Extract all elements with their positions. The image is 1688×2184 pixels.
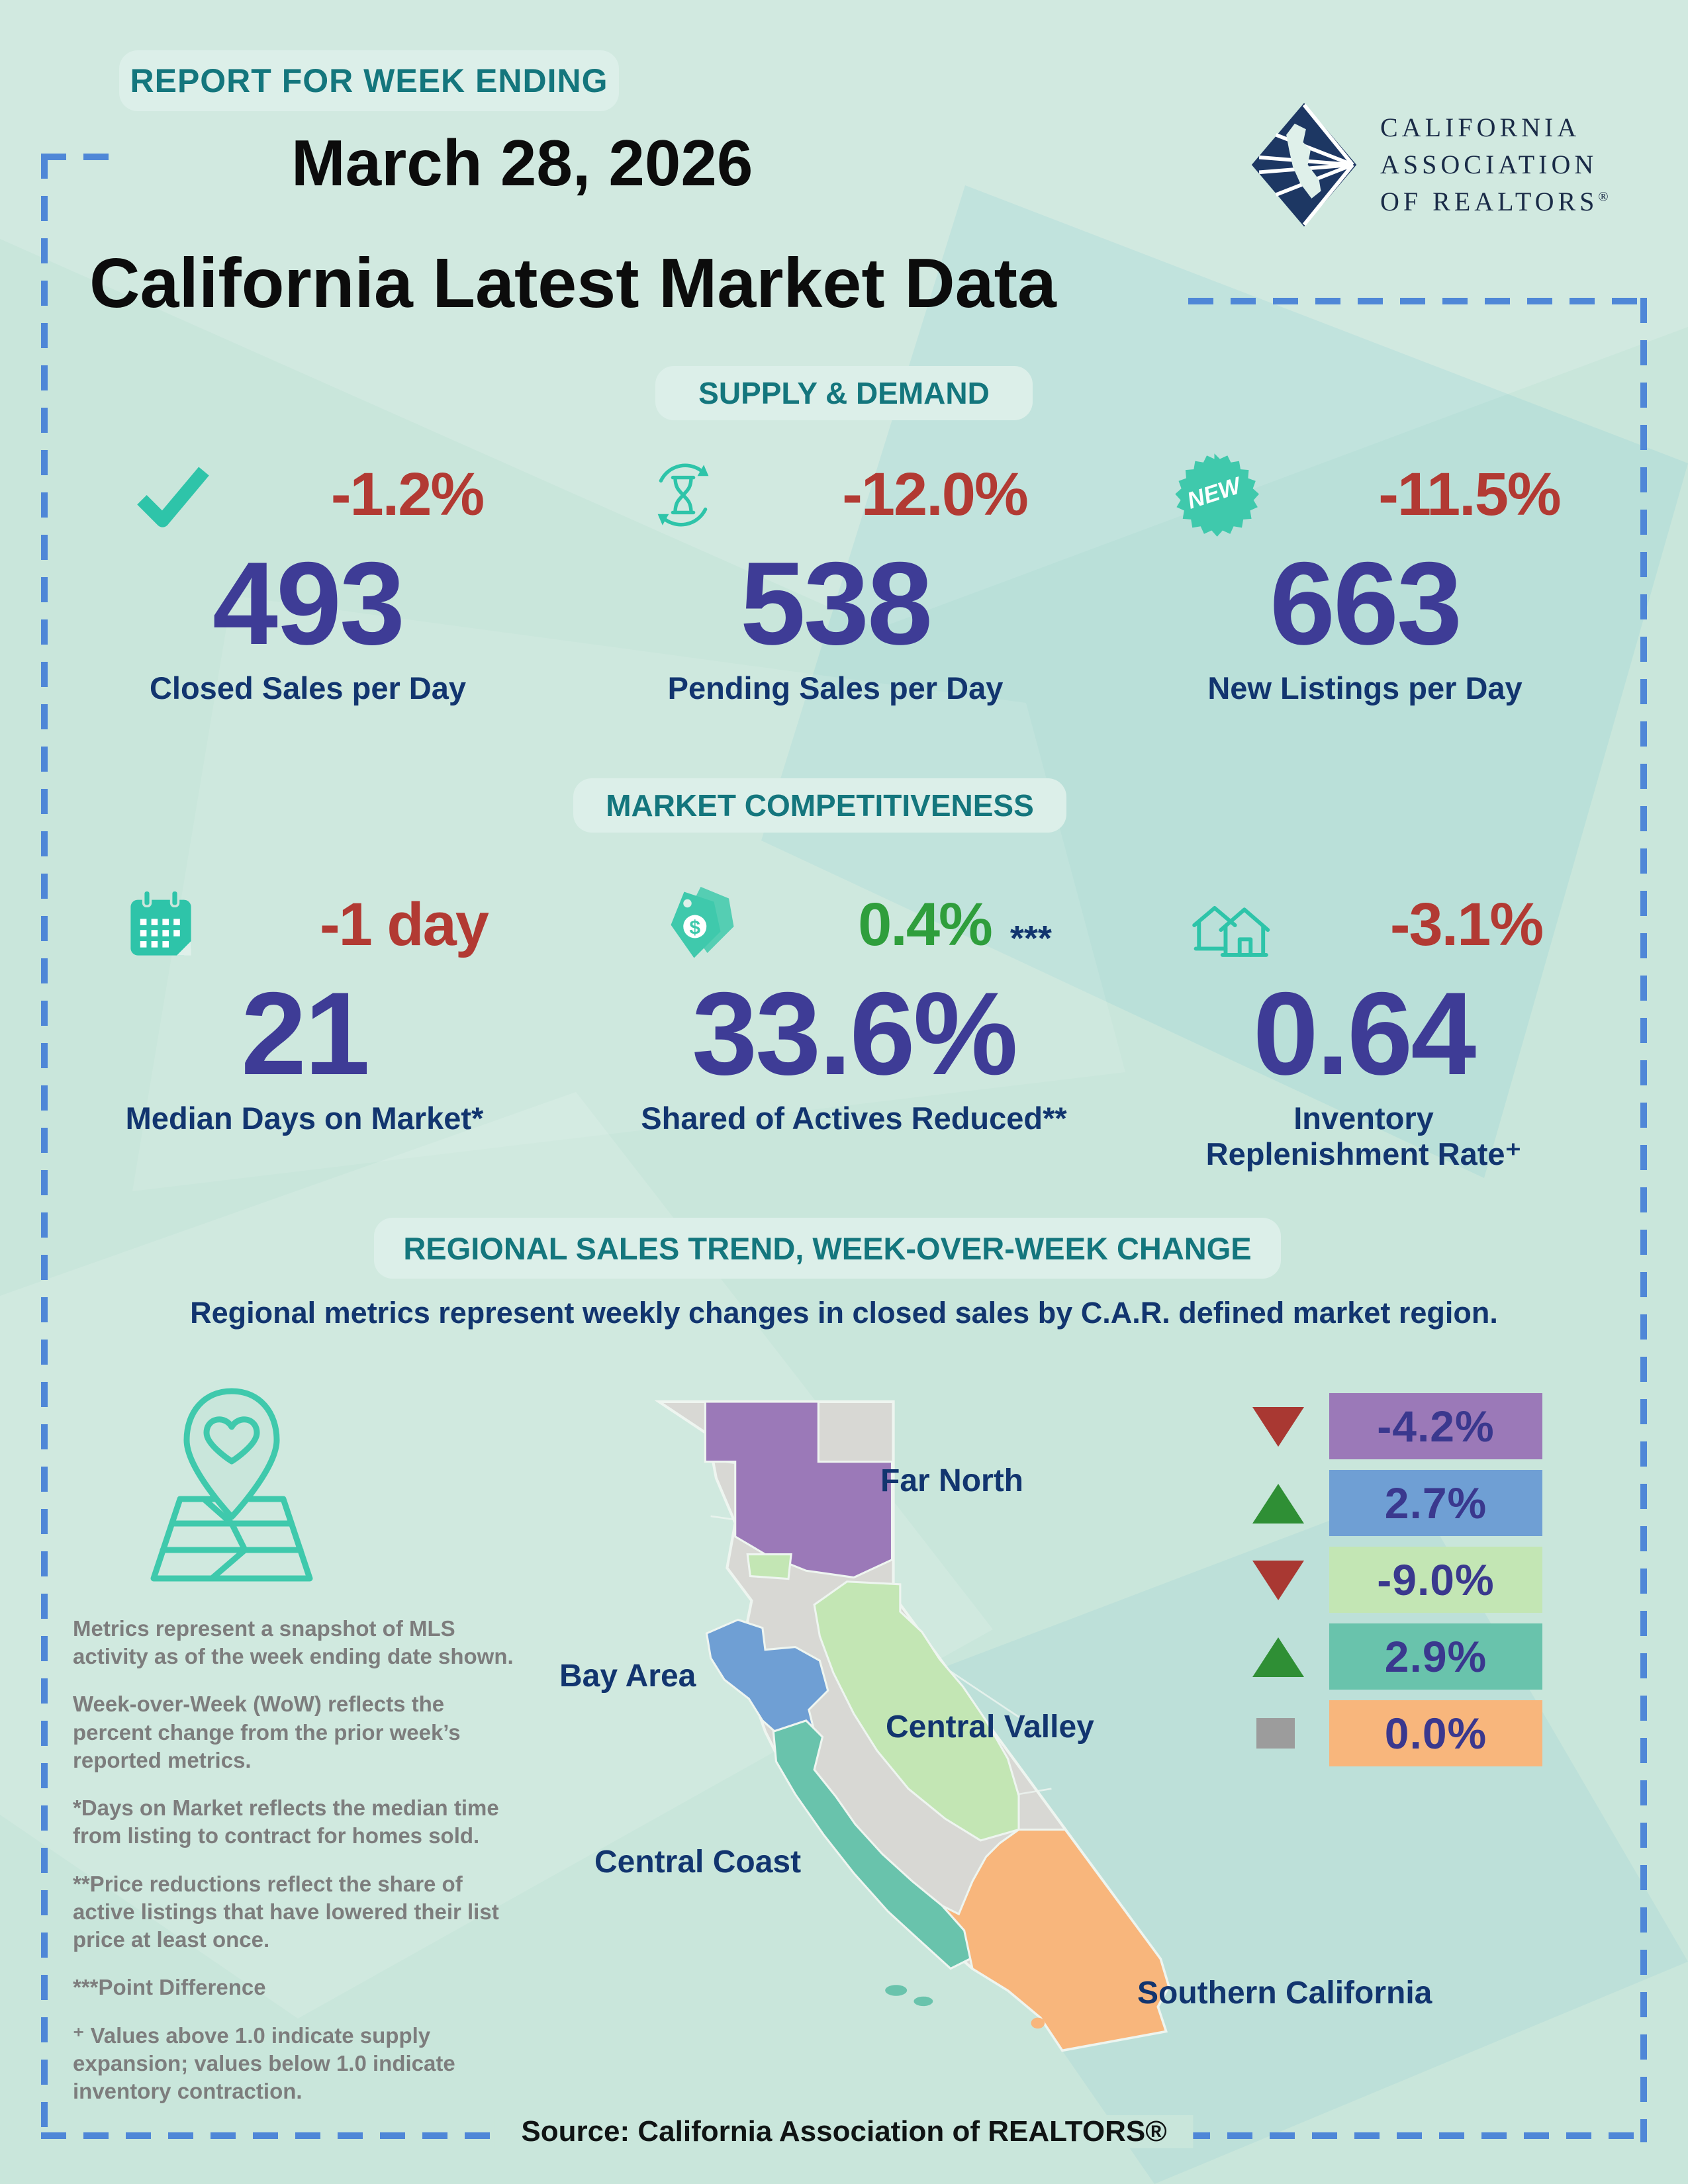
note-wow: Week-over-Week (WoW) reflects the percen…	[73, 1692, 461, 1772]
map-label-far-north: Far North	[880, 1463, 1023, 1498]
closed-sales-label: Closed Sales per Day	[149, 670, 467, 705]
car-logo: CALIFORNIA ASSOCIATION OF REALTORS®	[1248, 99, 1609, 230]
metric-actives-reduced: $ 0.4% *** 33.6% Shared of Actives Reduc…	[589, 880, 1119, 1136]
report-date: March 28, 2026	[291, 126, 753, 199]
registered-mark: ®	[1598, 189, 1609, 205]
metric-new-listings: NEW -11.5% 663 New Listings per Day	[1133, 450, 1597, 706]
new-listings-change: -11.5%	[1378, 461, 1561, 528]
footnotes: Metrics represent a snapshot of MLS acti…	[73, 1615, 520, 2125]
map-region-bay-area	[705, 1618, 829, 1744]
map-pin-heart-icon	[132, 1377, 331, 1598]
days-on-market-label: Median Days on Market*	[125, 1100, 484, 1136]
closed-sales-value: 493	[212, 537, 405, 669]
california-region-map	[629, 1380, 1201, 2095]
legend-central-coast: 2.9%	[1329, 1623, 1542, 1690]
metric-days-on-market: -1 day 21 Median Days on Market*	[60, 880, 549, 1136]
price-tag-icon: $	[656, 884, 739, 966]
logo-line-2: ASSOCIATION	[1380, 150, 1598, 179]
map-label-central-valley: Central Valley	[886, 1709, 1094, 1745]
supply-demand-label: SUPPLY & DEMAND	[698, 376, 990, 410]
source-line: Source: California Association of REALTO…	[494, 2115, 1194, 2148]
hourglass-cycle-icon	[643, 455, 723, 535]
calendar-icon	[121, 886, 201, 965]
california-silhouette	[1286, 123, 1321, 199]
market-competitiveness-pill: MARKET COMPETITIVENESS	[573, 778, 1066, 833]
houses-icon	[1185, 886, 1271, 965]
map-island	[1031, 2017, 1045, 2029]
legend-central-valley: -9.0%	[1329, 1547, 1542, 1613]
legend-southern-california: 0.0%	[1329, 1700, 1542, 1766]
inventory-replenishment-value: 0.64	[1252, 968, 1476, 1099]
closed-sales-change: -1.2%	[330, 461, 485, 528]
new-badge-icon: NEW	[1170, 450, 1260, 539]
down-triangle-icon	[1252, 1407, 1304, 1447]
regional-sales-trend-label: REGIONAL SALES TREND, WEEK-OVER-WEEK CHA…	[403, 1230, 1252, 1266]
note-replenishment: ⁺ Values above 1.0 indicate supply expan…	[73, 2023, 455, 2104]
pending-sales-change: -12.0%	[842, 461, 1028, 528]
metric-pending-sales: -12.0% 538 Pending Sales per Day	[604, 450, 1067, 706]
metric-inventory-replenishment: -3.1% 0.64 Inventory Replenishment Rate⁺	[1158, 880, 1569, 1172]
up-triangle-icon	[1252, 1637, 1304, 1677]
map-region-far-north	[704, 1400, 894, 1579]
map-region-valley-north-patch	[746, 1553, 792, 1580]
note-point-difference: ***Point Difference	[73, 1975, 266, 2000]
map-label-central-coast: Central Coast	[594, 1844, 802, 1880]
days-on-market-value: 21	[241, 968, 370, 1099]
note-price-reductions: **Price reductions reflect the share of …	[73, 1871, 499, 1952]
map-label-southern-california: Southern California	[1137, 1976, 1432, 2011]
actives-reduced-change: 0.4%	[858, 891, 993, 958]
down-triangle-icon	[1252, 1561, 1304, 1600]
page-title: California Latest Market Data	[89, 244, 1056, 322]
note-days-on-market: *Days on Market reflects the median time…	[73, 1796, 499, 1848]
metric-closed-sales: -1.2% 493 Closed Sales per Day	[76, 450, 539, 706]
car-logo-diamond-icon	[1251, 103, 1357, 227]
days-on-market-change: -1 day	[320, 891, 489, 958]
new-listings-label: New Listings per Day	[1207, 670, 1523, 705]
pending-sales-label: Pending Sales per Day	[667, 670, 1004, 705]
new-listings-value: 663	[1270, 537, 1462, 669]
logo-line-3: OF REALTORS®	[1380, 187, 1609, 216]
note-snapshot: Metrics represent a snapshot of MLS acti…	[73, 1616, 514, 1669]
dashed-border-left	[41, 154, 48, 2136]
check-icon	[132, 455, 212, 535]
map-island	[914, 1996, 933, 2007]
dashed-border-top-left	[41, 154, 114, 160]
svg-text:$: $	[690, 917, 701, 938]
flat-square-icon	[1256, 1718, 1295, 1749]
actives-reduced-change-note: ***	[1009, 918, 1052, 958]
market-competitiveness-label: MARKET COMPETITIVENESS	[606, 788, 1034, 823]
report-week-ending-label: REPORT FOR WEEK ENDING	[130, 62, 608, 99]
map-region-southern-california	[941, 1828, 1170, 2052]
inventory-replenishment-change: -3.1%	[1389, 891, 1544, 958]
actives-reduced-value: 33.6%	[692, 968, 1018, 1099]
dashed-border-right	[1640, 298, 1647, 2142]
report-week-ending-pill: REPORT FOR WEEK ENDING	[119, 50, 619, 111]
pending-sales-value: 538	[740, 537, 933, 669]
car-logo-text: CALIFORNIA ASSOCIATION OF REALTORS®	[1380, 109, 1609, 220]
inventory-replenishment-label: Inventory Replenishment Rate⁺	[1205, 1100, 1522, 1171]
logo-line-1: CALIFORNIA	[1380, 113, 1581, 142]
legend-bay-area: 2.7%	[1329, 1470, 1542, 1536]
dashed-border-top-right	[1188, 298, 1647, 304]
actives-reduced-label: Shared of Actives Reduced**	[641, 1100, 1067, 1136]
map-island	[885, 1985, 908, 1996]
regional-sales-trend-pill: REGIONAL SALES TREND, WEEK-OVER-WEEK CHA…	[374, 1218, 1281, 1279]
map-label-bay-area: Bay Area	[559, 1659, 696, 1694]
supply-demand-pill: SUPPLY & DEMAND	[655, 366, 1033, 420]
up-triangle-icon	[1252, 1484, 1304, 1524]
regional-subtitle: Regional metrics represent weekly change…	[190, 1296, 1498, 1330]
legend-far-north: -4.2%	[1329, 1393, 1542, 1459]
